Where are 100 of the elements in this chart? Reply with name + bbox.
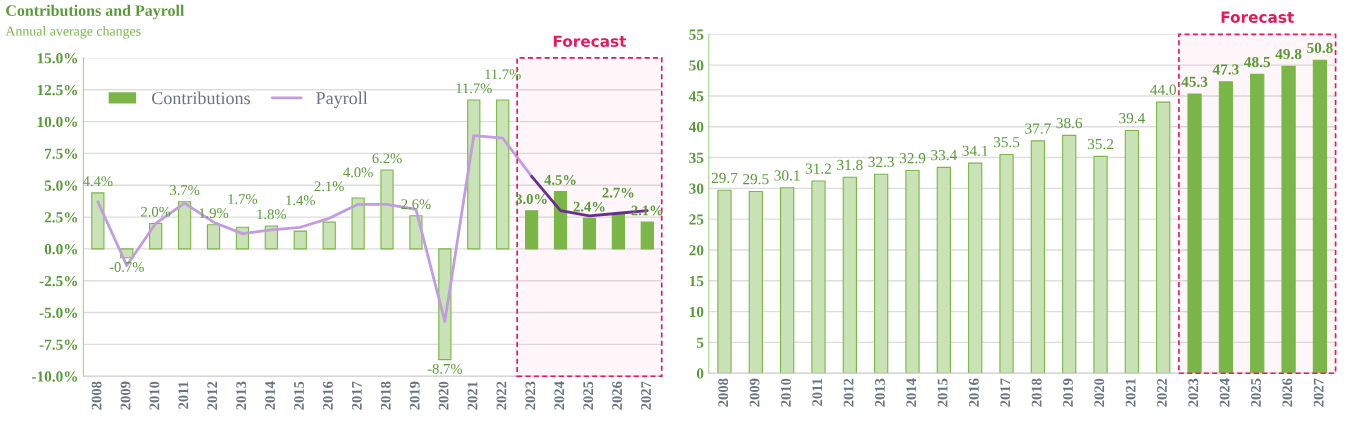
bar <box>322 221 336 250</box>
x-tick-label: 2023 <box>1188 378 1199 407</box>
x-tick-label: 2021 <box>1125 378 1136 407</box>
data-label: 45.3 <box>1181 76 1208 87</box>
y-tick-label: 30 <box>689 183 704 194</box>
data-label: 1.7% <box>228 194 258 204</box>
x-tick-label: 2022 <box>1157 378 1167 407</box>
data-label: 33.4 <box>931 149 957 161</box>
x-tick-label: 2026 <box>1282 378 1293 407</box>
bar <box>582 217 597 250</box>
x-tick-label: 2027 <box>641 381 651 410</box>
y-tick-label: 12.5% <box>37 84 78 96</box>
bar <box>780 187 795 374</box>
x-tick-label: 2010 <box>149 381 160 410</box>
data-label: 4.5% <box>544 174 576 185</box>
x-tick-label: 2016 <box>969 378 979 407</box>
x-tick-label: 2014 <box>265 381 275 410</box>
x-tick-label: 2018 <box>380 381 391 410</box>
data-label: 2.6% <box>401 199 431 210</box>
y-tick-label: 5.0% <box>44 180 78 191</box>
data-label: 1.8% <box>257 209 287 220</box>
x-tick-label: 2026 <box>612 381 623 410</box>
chart-subtitle: Annual average changes <box>5 25 141 39</box>
x-tick-label: 2019 <box>1063 378 1073 407</box>
bar <box>1062 134 1077 374</box>
bar <box>467 99 481 250</box>
y-tick-label: 2.5% <box>44 212 78 223</box>
data-label: 29.5 <box>743 174 769 185</box>
data-label: 44.0 <box>1150 84 1177 95</box>
data-label: -8.7% <box>427 363 462 374</box>
x-tick-label: 2008 <box>718 378 729 407</box>
bar <box>206 224 221 250</box>
data-label: 39.4 <box>1119 113 1146 124</box>
y-tick-label: 7.5% <box>45 148 78 159</box>
bar <box>91 192 105 250</box>
band-label: Forecast <box>1221 11 1294 23</box>
data-label: 35.5 <box>993 137 1020 148</box>
data-label: 31.8 <box>837 159 863 171</box>
data-label: 35.2 <box>1087 138 1114 150</box>
bar <box>293 230 307 250</box>
x-tick-label: 2017 <box>351 381 362 410</box>
y-tick-label: 20 <box>689 245 704 256</box>
x-tick-label: 2020 <box>438 381 449 410</box>
data-label: 11.7% <box>485 69 521 80</box>
x-tick-label: 2025 <box>583 381 594 410</box>
bar <box>177 201 192 250</box>
x-tick-label: 2027 <box>1313 378 1324 407</box>
y-tick-label: 50 <box>689 60 704 71</box>
bar <box>748 190 763 374</box>
data-label: 1.4% <box>286 195 315 206</box>
bar <box>1030 140 1046 374</box>
data-label: 50.8 <box>1307 42 1333 54</box>
data-label: 4.4% <box>82 176 113 187</box>
bar <box>811 180 826 374</box>
bar <box>1250 73 1265 374</box>
y-tick-label: 10 <box>689 306 704 318</box>
y-tick-label: 40 <box>688 121 704 133</box>
x-tick-label: 2018 <box>1031 378 1042 407</box>
data-label: -0.7% <box>109 262 144 272</box>
y-tick-label: 0 <box>696 368 704 379</box>
data-label: 48.5 <box>1244 56 1271 68</box>
y-tick-label: 25 <box>689 214 704 225</box>
x-tick-label: 2012 <box>843 378 854 407</box>
x-tick-label: 2024 <box>1219 378 1230 407</box>
x-tick-label: 2015 <box>937 378 948 407</box>
data-label: 2.0% <box>141 206 171 217</box>
bar <box>380 169 394 250</box>
x-tick-label: 2009 <box>749 378 760 407</box>
y-tick-label: 55 <box>689 29 704 40</box>
bar <box>1093 155 1108 374</box>
bar <box>1156 101 1171 374</box>
x-tick-label: 2016 <box>323 381 333 410</box>
bar <box>717 189 732 374</box>
x-tick-label: 2024 <box>554 381 565 410</box>
chart-title: Contributions and Payroll <box>6 4 185 20</box>
legend-label: Payroll <box>316 91 368 108</box>
y-tick-label: 15 <box>689 276 704 287</box>
y-tick-label: -7.5% <box>39 339 78 350</box>
x-tick-label: 2021 <box>467 381 478 410</box>
bar <box>611 213 625 250</box>
y-tick-label: 45 <box>688 91 704 102</box>
data-label: 31.2 <box>805 163 832 174</box>
x-tick-label: 2017 <box>1000 378 1011 407</box>
y-tick-label: 0.0% <box>44 244 78 255</box>
data-label: 2.4% <box>573 201 605 212</box>
y-tick-label: -10.0% <box>31 371 78 382</box>
x-tick-label: 2010 <box>780 378 791 407</box>
data-label: 11.7% <box>456 83 492 94</box>
y-tick-label: 15.0% <box>37 53 78 64</box>
bar <box>1312 59 1328 374</box>
x-tick-label: 2009 <box>120 381 131 410</box>
x-tick-label: 2023 <box>525 381 536 410</box>
data-label: 32.3 <box>868 156 894 168</box>
x-tick-label: 2015 <box>294 381 304 410</box>
x-tick-label: 2013 <box>874 378 885 407</box>
y-tick-label: -2.5% <box>39 275 78 287</box>
data-label: 30.1 <box>774 170 800 181</box>
data-label: 49.8 <box>1275 48 1302 60</box>
data-label: 1.9% <box>199 208 229 218</box>
data-label: 32.9 <box>899 153 926 164</box>
